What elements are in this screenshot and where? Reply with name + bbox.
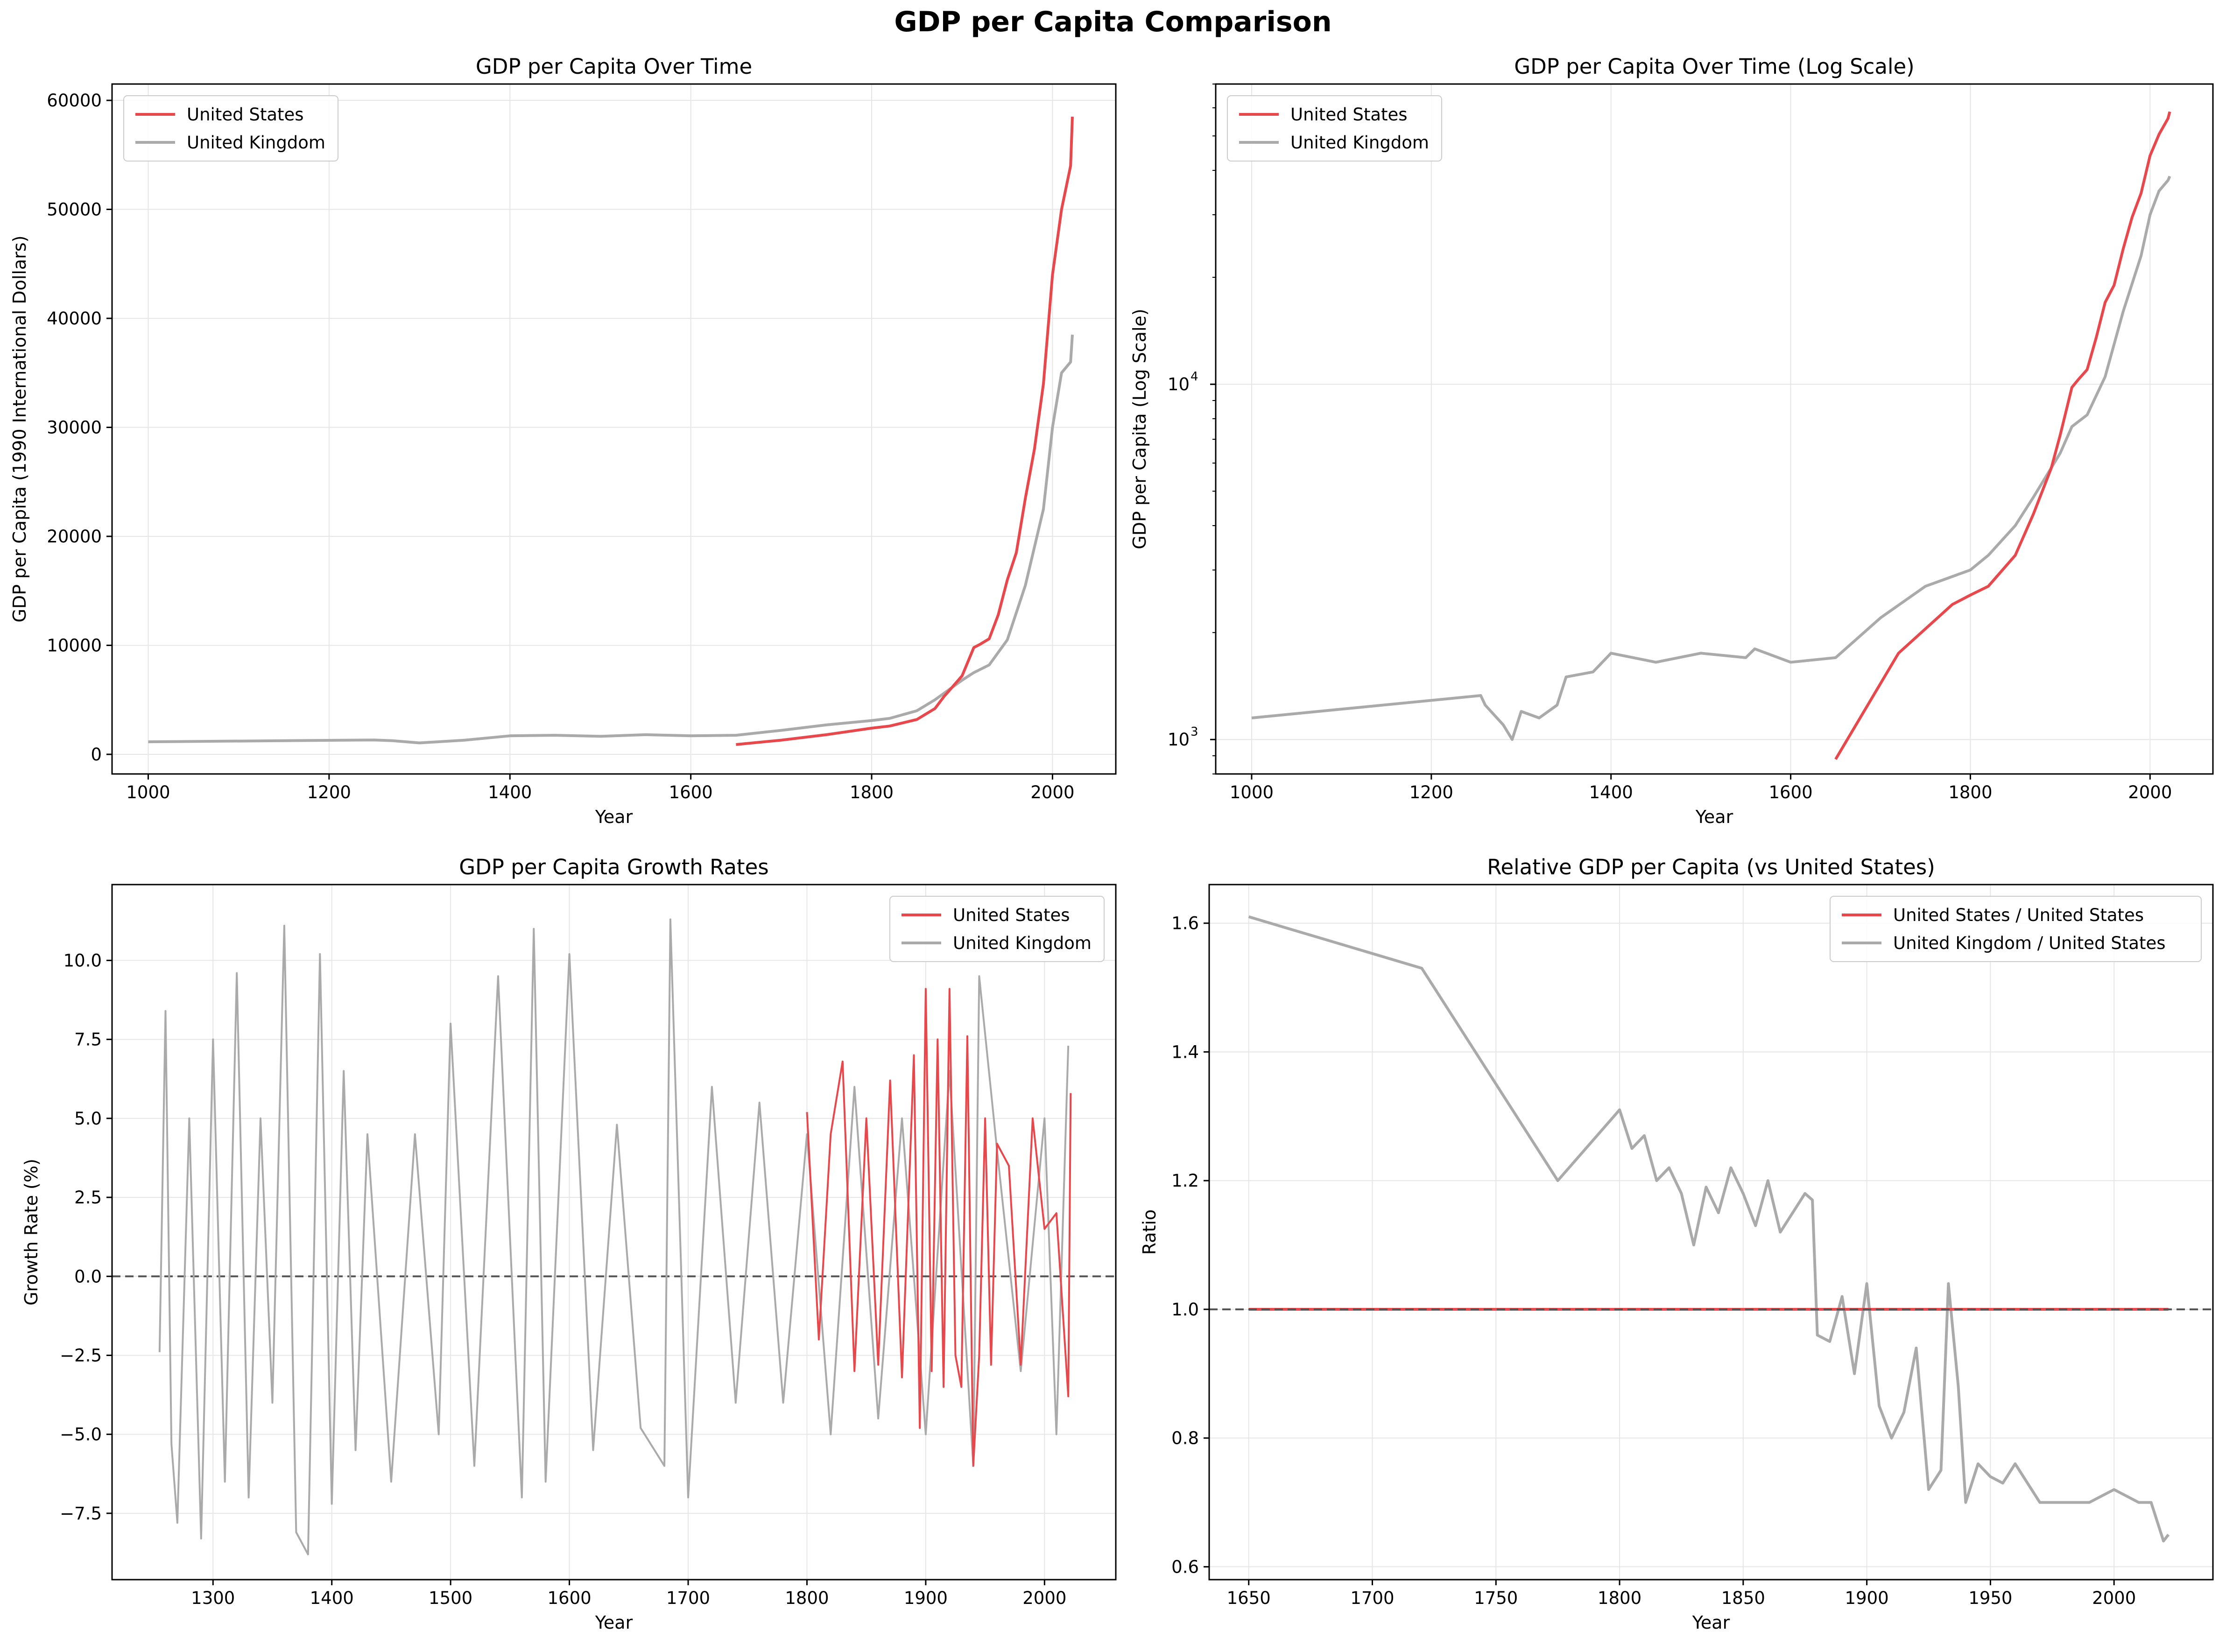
- x-axis-label: Year: [1695, 807, 1733, 827]
- legend-label: United States: [1290, 105, 1408, 125]
- y-tick-exponent: 4: [1190, 370, 1198, 384]
- legend-label: United Kingdom / United States: [1893, 933, 2166, 953]
- legend-box: [1227, 95, 1442, 162]
- x-axis-label: Year: [595, 807, 633, 827]
- series-line-united-states: [736, 116, 1074, 746]
- x-tick-label: 1400: [310, 1588, 354, 1608]
- y-tick-label: 1.6: [1171, 914, 1199, 934]
- x-tick-label: 1800: [785, 1588, 829, 1608]
- y-axis-label: GDP per Capita (Log Scale): [1129, 309, 1150, 549]
- series-line-united-states: [1834, 111, 2171, 760]
- x-tick-label: 1800: [1598, 1588, 1641, 1608]
- series-line-united-states: [806, 988, 1072, 1467]
- y-tick-label: 10000: [47, 635, 102, 655]
- series-line-united-kingdom: [158, 918, 1070, 1555]
- y-axis-label: GDP per Capita (1990 International Dolla…: [9, 235, 30, 622]
- x-tick-label: 1700: [1350, 1588, 1394, 1608]
- y-tick-label: 10: [1168, 730, 1190, 750]
- y-tick-label: 40000: [47, 309, 102, 329]
- subplot-title: GDP per Capita Growth Rates: [459, 855, 768, 879]
- y-axis-label: Growth Rate (%): [21, 1159, 42, 1306]
- y-tick-label: 7.5: [74, 1030, 102, 1050]
- y-tick-label: 1.4: [1171, 1042, 1199, 1062]
- x-tick-label: 2000: [2092, 1588, 2136, 1608]
- y-tick-label: −5.0: [60, 1425, 102, 1445]
- y-tick-label: 20000: [47, 527, 102, 547]
- x-tick-label: 2000: [1022, 1588, 1066, 1608]
- legend-box: [1830, 896, 2202, 962]
- x-tick-label: 1900: [904, 1588, 948, 1608]
- x-tick-label: 1400: [1589, 782, 1633, 802]
- legend: United States / United States United King…: [1830, 896, 2202, 962]
- x-tick-label: 1900: [1845, 1588, 1889, 1608]
- y-tick-label: −2.5: [60, 1345, 102, 1365]
- y-tick-label: 30000: [47, 417, 102, 437]
- y-tick-label: 5.0: [74, 1109, 102, 1129]
- y-tick-label: 0: [91, 745, 102, 765]
- legend-label: United Kingdom: [187, 133, 325, 153]
- x-tick-label: 1950: [1968, 1588, 2012, 1608]
- x-tick-label: 1300: [191, 1588, 235, 1608]
- y-tick-label: 1.2: [1171, 1171, 1199, 1191]
- subplot-title: Relative GDP per Capita (vs United State…: [1487, 855, 1935, 879]
- subplot-title: GDP per Capita Over Time: [476, 54, 752, 79]
- series-line-united-kingdom: [1251, 176, 2171, 741]
- x-tick-label: 1000: [1230, 782, 1274, 802]
- x-tick-label: 1200: [307, 782, 351, 802]
- legend-label: United Kingdom: [953, 933, 1092, 953]
- axes-frame: [1208, 884, 2214, 1581]
- x-tick-label: 1800: [850, 782, 894, 802]
- x-tick-label: 1650: [1227, 1588, 1271, 1608]
- figure-title: GDP per Capita Comparison: [894, 6, 1332, 38]
- subplot-title: GDP per Capita Over Time (Log Scale): [1514, 54, 1914, 79]
- y-tick-label: 10.0: [63, 950, 102, 970]
- legend-label: United Kingdom: [1290, 133, 1429, 153]
- x-tick-label: 1800: [1948, 782, 1992, 802]
- x-tick-label: 1600: [547, 1588, 591, 1608]
- y-tick-label: 10: [1168, 374, 1190, 394]
- y-tick-label: 1.0: [1171, 1300, 1199, 1320]
- series-line-united-kingdom: [148, 334, 1074, 745]
- axes-frame: [111, 884, 1117, 1581]
- x-axis-label: Year: [595, 1612, 633, 1633]
- x-tick-label: 2000: [1030, 782, 1074, 802]
- legend-label: United States / United States: [1893, 905, 2144, 925]
- legend: United States United Kingdom: [889, 896, 1105, 962]
- y-tick-label: 0.6: [1171, 1557, 1199, 1577]
- x-tick-label: 1600: [669, 782, 713, 802]
- y-tick-label: 0.0: [74, 1266, 102, 1286]
- x-tick-label: 1750: [1474, 1588, 1518, 1608]
- x-tick-label: 1400: [488, 782, 532, 802]
- legend-label: United States: [187, 105, 304, 125]
- x-tick-label: 2000: [2128, 782, 2172, 802]
- axes-frame: [111, 83, 1117, 775]
- y-tick-label: −7.5: [60, 1504, 102, 1524]
- x-tick-label: 1850: [1721, 1588, 1765, 1608]
- y-axis-label: Ratio: [1139, 1209, 1160, 1255]
- x-tick-label: 1700: [666, 1588, 710, 1608]
- legend-label: United States: [953, 905, 1070, 925]
- y-tick-label: 60000: [47, 91, 102, 111]
- legend: United States United Kingdom: [1227, 95, 1442, 162]
- x-axis-label: Year: [1692, 1612, 1730, 1633]
- axes-frame: [1215, 83, 2214, 775]
- legend-box: [889, 896, 1105, 962]
- subplot-4: 1650 1700 1750 1800 1850 1900 1950 2000 0.6 0.8 1.…: [1139, 855, 2214, 1633]
- x-tick-label: 1200: [1409, 782, 1453, 802]
- series-line-united-kingdom-united-states: [1248, 915, 2170, 1543]
- x-tick-label: 1600: [1768, 782, 1812, 802]
- y-tick-label: 0.8: [1171, 1428, 1199, 1448]
- x-tick-label: 1000: [126, 782, 170, 802]
- x-tick-label: 1500: [429, 1588, 472, 1608]
- y-tick-label: 2.5: [74, 1188, 102, 1208]
- y-tick-label: 50000: [47, 200, 102, 220]
- subplot-3: 1300 1400 1500 1600 1700 1800 1900 2000 −7.5 −5.0…: [21, 855, 1117, 1633]
- legend-box: [123, 95, 338, 162]
- y-tick-exponent: 3: [1190, 725, 1198, 739]
- subplot-1: 1000 1200 1400 1600 1800 20000100002000030000…: [9, 54, 1117, 827]
- legend: United States United Kingdom: [123, 95, 338, 162]
